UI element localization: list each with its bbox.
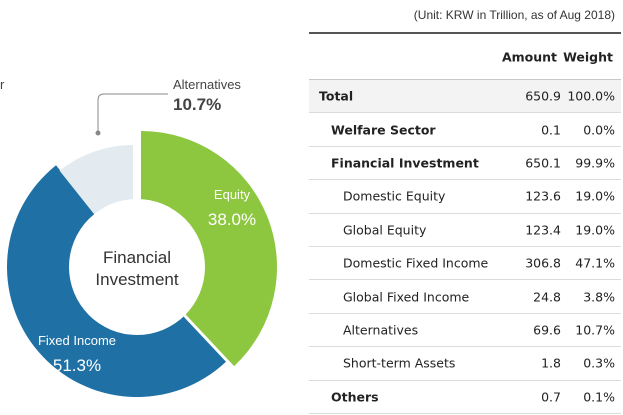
slice-labels: Equity 38.0% Fixed Income 51.3% Alternatives… — [38, 77, 256, 375]
row-weight: 3.8% — [583, 289, 615, 305]
row-weight: 47.1% — [575, 255, 615, 271]
unit-note: (Unit: KRW in Trillion, as of Aug 2018) — [413, 8, 615, 22]
alternatives-label: Alternatives — [173, 77, 241, 92]
row-weight: 0.0% — [583, 122, 615, 138]
row-weight: 100.0% — [567, 88, 615, 104]
row-amount: 1.8 — [541, 355, 561, 371]
row-label: Others — [331, 389, 379, 405]
row-amount: 650.9 — [525, 88, 561, 104]
row-weight: 19.0% — [575, 222, 615, 238]
donut-chart: Equity 38.0% Fixed Income 51.3% Alternatives… — [0, 77, 277, 398]
fixed-income-label: Fixed Income — [38, 333, 116, 348]
alternatives-value: 10.7% — [173, 95, 221, 114]
row-amount: 123.4 — [525, 222, 561, 238]
cut-off-label: r — [0, 77, 5, 92]
allocation-table: Amount Weight Total 650.9 100.0% Welfare Se… — [309, 32, 621, 414]
row-amount: 69.6 — [533, 322, 561, 338]
row-weight: 0.1% — [583, 389, 615, 405]
table-row: Global Fixed Income 24.8 3.8% — [309, 280, 621, 314]
donut-hole — [69, 199, 205, 335]
equity-value: 38.0% — [208, 210, 256, 229]
fixed-income-value: 51.3% — [53, 356, 101, 375]
row-label: Domestic Fixed Income — [343, 255, 489, 271]
row-amount: 0.7 — [541, 389, 561, 405]
header-weight: Weight — [563, 49, 613, 64]
slice-equity — [141, 131, 277, 367]
row-weight: 0.3% — [583, 355, 615, 371]
table-row: Financial Investment 650.1 99.9% — [309, 147, 621, 181]
table-row: Domestic Equity 123.6 19.0% — [309, 180, 621, 214]
callout-dot — [95, 130, 101, 136]
row-label: Domestic Equity — [343, 188, 446, 204]
table-row: Total 650.9 100.0% — [309, 79, 621, 114]
row-amount: 306.8 — [525, 255, 561, 271]
row-label: Financial Investment — [331, 155, 479, 171]
table-row: Others 0.7 0.1% — [309, 381, 621, 414]
row-label: Global Fixed Income — [343, 289, 470, 305]
row-weight: 99.9% — [575, 155, 615, 171]
table-row: Domestic Fixed Income 306.8 47.1% — [309, 247, 621, 281]
row-label: Short-term Assets — [343, 355, 456, 371]
table-header: Amount Weight — [309, 34, 621, 79]
center-label-line1: Financial — [103, 248, 171, 267]
table-body: Total 650.9 100.0% Welfare Sector 0.1 0.0% Fin… — [309, 79, 621, 414]
table-row: Short-term Assets 1.8 0.3% — [309, 347, 621, 381]
row-label: Global Equity — [343, 222, 427, 238]
row-label: Welfare Sector — [331, 122, 436, 138]
row-amount: 24.8 — [533, 289, 561, 305]
table-row: Alternatives 69.6 10.7% — [309, 314, 621, 348]
header-amount: Amount — [501, 49, 557, 64]
row-amount: 650.1 — [525, 155, 561, 171]
row-amount: 123.6 — [525, 188, 561, 204]
row-weight: 19.0% — [575, 188, 615, 204]
row-label: Alternatives — [343, 322, 419, 338]
table-row: Welfare Sector 0.1 0.0% — [309, 113, 621, 147]
alternatives-callout — [95, 93, 168, 136]
equity-label: Equity — [214, 187, 251, 202]
row-label: Total — [319, 88, 354, 104]
callout-line — [97, 93, 168, 132]
row-weight: 10.7% — [575, 322, 615, 338]
row-amount: 0.1 — [541, 122, 561, 138]
center-label-line2: Investment — [95, 270, 178, 289]
table-row: Global Equity 123.4 19.0% — [309, 214, 621, 247]
